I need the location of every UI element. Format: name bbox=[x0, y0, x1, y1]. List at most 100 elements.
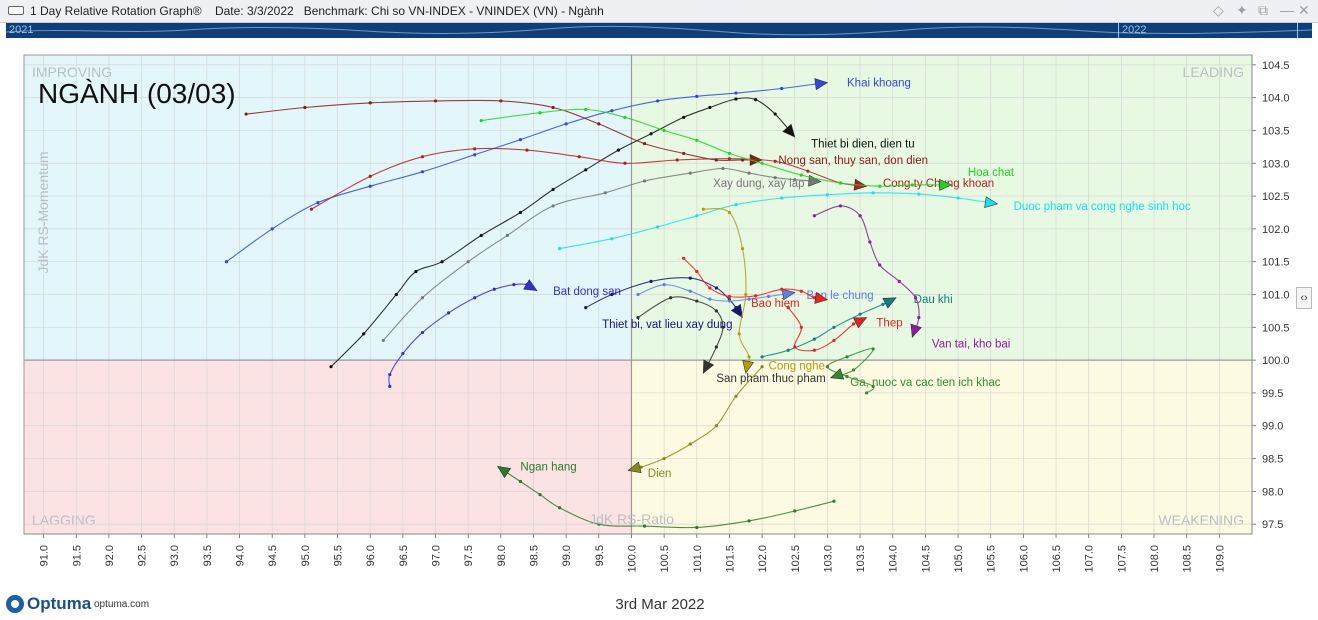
quadrant-label-lagging: LAGGING bbox=[32, 512, 96, 528]
series-head-arrow bbox=[814, 78, 829, 91]
series-point bbox=[780, 196, 784, 200]
timeline-bar[interactable]: 2021 2022 bbox=[6, 23, 1312, 38]
series-point bbox=[682, 115, 686, 119]
series-van-tai-kho-bai: Van tai, kho bai bbox=[812, 204, 1010, 351]
y-tick-label: 98.5 bbox=[1262, 454, 1283, 466]
series-head-arrow bbox=[782, 123, 796, 138]
series-label: Van tai, kho bai bbox=[932, 339, 1010, 351]
series-point bbox=[793, 345, 797, 349]
series-point bbox=[420, 296, 425, 300]
series-label: Xay dung, xay lap bbox=[713, 178, 804, 190]
timeline-start-label: 2021 bbox=[9, 24, 34, 36]
x-tick-label: 107.5 bbox=[1116, 545, 1128, 573]
series-point bbox=[760, 161, 764, 165]
series-point bbox=[649, 279, 653, 283]
series-head-arrow bbox=[702, 359, 715, 374]
series-point bbox=[695, 214, 699, 218]
x-tick-label: 91.0 bbox=[39, 545, 51, 566]
series-point bbox=[518, 479, 523, 484]
series-point bbox=[773, 112, 777, 116]
series-point bbox=[737, 332, 741, 336]
series-point bbox=[309, 207, 314, 211]
series-point bbox=[832, 325, 836, 329]
series-point bbox=[420, 170, 425, 174]
pin-icon[interactable]: ✦ bbox=[1236, 2, 1248, 18]
series-label: Thiet bi dien, dien tu bbox=[811, 139, 915, 151]
close-icon[interactable]: ✕ bbox=[1298, 2, 1310, 18]
series-xay-dung-xay-lap: Xay dung, xay lap bbox=[381, 166, 822, 343]
series-point bbox=[394, 292, 398, 297]
y-tick-label: 103.5 bbox=[1262, 125, 1290, 137]
series-point bbox=[812, 348, 816, 352]
series-point bbox=[695, 525, 699, 530]
series-label: Cong ty Chung khoan bbox=[883, 178, 994, 190]
y-tick-label: 101.0 bbox=[1262, 290, 1290, 302]
y-tick-label: 99.5 bbox=[1262, 388, 1283, 400]
window-date: Date: 3/3/2022 bbox=[214, 4, 294, 18]
series-point bbox=[368, 101, 372, 105]
series-dien: Dien bbox=[627, 365, 764, 480]
series-point bbox=[865, 391, 869, 395]
series-point bbox=[688, 442, 692, 446]
series-trail bbox=[388, 283, 538, 387]
series-point bbox=[838, 204, 843, 208]
series-point bbox=[695, 138, 699, 142]
series-point bbox=[414, 269, 418, 274]
x-tick-label: 106.0 bbox=[1018, 545, 1030, 573]
y-axis-scroll-handle[interactable]: ‹› bbox=[1296, 287, 1312, 309]
y-tick-label: 104.0 bbox=[1262, 93, 1290, 105]
series-point bbox=[832, 499, 836, 503]
timeline-wave bbox=[6, 25, 1312, 36]
series-thiet-bi-dien-dien-tu: Thiet bi dien, dien tu bbox=[329, 97, 915, 369]
minimize-icon[interactable]: — bbox=[1280, 2, 1294, 18]
x-tick-label: 97.0 bbox=[431, 545, 443, 566]
series-point bbox=[747, 171, 751, 175]
series-point bbox=[845, 374, 849, 379]
series-point bbox=[362, 332, 366, 336]
series-point bbox=[871, 191, 875, 195]
series-point bbox=[825, 365, 830, 369]
series-point bbox=[773, 176, 777, 180]
series-bat-dong-san: Bat dong san bbox=[388, 279, 621, 388]
series-point bbox=[597, 122, 601, 126]
diamond-icon[interactable]: ◇ bbox=[1213, 2, 1224, 18]
series-point bbox=[917, 315, 921, 320]
series-label: Thep bbox=[876, 318, 902, 330]
series-hoa-chat: Hoa chat bbox=[479, 107, 1015, 191]
series-thep: Thep bbox=[786, 306, 903, 352]
series-point bbox=[492, 287, 496, 291]
timeline-end-label: 2022 bbox=[1122, 24, 1147, 36]
x-tick-label: 104.0 bbox=[888, 545, 900, 573]
series-head-arrow bbox=[984, 196, 999, 209]
series-point bbox=[708, 297, 712, 301]
series-point bbox=[499, 99, 503, 103]
series-point bbox=[440, 260, 444, 264]
y-tick-label: 100.0 bbox=[1262, 355, 1290, 367]
series-point bbox=[793, 509, 797, 513]
series-point bbox=[368, 184, 372, 188]
series-point bbox=[368, 174, 372, 178]
series-point bbox=[825, 193, 830, 197]
series-point bbox=[401, 351, 405, 356]
quadrant-label-leading: LEADING bbox=[1183, 64, 1244, 80]
series-point bbox=[727, 294, 732, 299]
series-point bbox=[388, 384, 392, 388]
series-point bbox=[914, 296, 918, 300]
series-point bbox=[538, 111, 542, 115]
x-tick-label: 100.0 bbox=[626, 545, 638, 573]
series-point bbox=[642, 524, 647, 528]
x-tick-label: 98.5 bbox=[528, 545, 540, 566]
series-point bbox=[871, 347, 875, 351]
series-trail bbox=[226, 82, 828, 263]
series-point bbox=[714, 424, 718, 428]
series-point bbox=[786, 306, 790, 310]
series-point bbox=[727, 157, 732, 161]
series-point bbox=[682, 151, 686, 156]
x-tick-label: 103.5 bbox=[855, 545, 867, 573]
series-point bbox=[753, 98, 758, 102]
restore-icon[interactable]: ⧉ bbox=[1258, 2, 1268, 18]
series-point bbox=[714, 286, 718, 290]
timeline-window-handle[interactable] bbox=[1118, 23, 1298, 38]
x-tick-label: 100.5 bbox=[659, 545, 671, 573]
